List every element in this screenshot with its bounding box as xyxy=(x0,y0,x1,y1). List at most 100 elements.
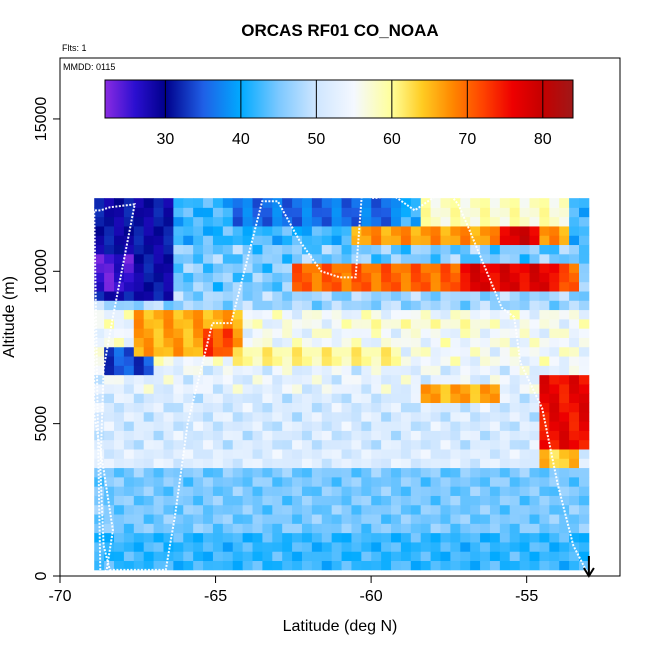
heatmap-cell xyxy=(203,411,214,422)
heatmap-cell xyxy=(410,318,422,329)
heatmap-cell xyxy=(252,318,263,329)
heatmap-cell xyxy=(242,374,253,385)
heatmap-cell xyxy=(381,207,392,218)
heatmap-cell xyxy=(301,411,313,422)
heatmap-cell xyxy=(361,198,372,208)
heatmap-cell xyxy=(262,495,273,506)
heatmap-cell xyxy=(450,384,461,394)
heatmap-cell xyxy=(579,560,590,571)
heatmap-cell xyxy=(153,318,164,329)
heatmap-cell xyxy=(301,235,313,246)
heatmap-cell xyxy=(549,514,560,524)
heatmap-cell xyxy=(123,356,135,366)
heatmap-cell xyxy=(549,542,560,552)
heatmap-cell xyxy=(153,476,164,487)
heatmap-cell xyxy=(529,365,540,376)
heatmap-cell xyxy=(252,542,263,552)
heatmap-cell xyxy=(133,439,145,450)
heatmap-cell xyxy=(114,365,125,376)
heatmap-cell xyxy=(94,542,105,552)
heatmap-cell xyxy=(232,421,244,431)
heatmap-cell xyxy=(361,328,372,338)
heatmap-cell xyxy=(104,244,115,255)
heatmap-cell xyxy=(222,430,234,441)
heatmap-cell xyxy=(480,486,491,496)
heatmap-cell xyxy=(193,439,204,450)
heatmap-cell xyxy=(579,272,590,283)
heatmap-cell xyxy=(371,523,382,534)
heatmap-cell xyxy=(499,328,511,338)
heatmap-cell xyxy=(262,198,273,208)
heatmap-cell xyxy=(489,198,501,208)
heatmap-cell xyxy=(579,226,590,236)
heatmap-cell xyxy=(480,300,491,311)
heatmap-cell xyxy=(489,430,501,441)
heatmap-cell xyxy=(569,207,580,218)
heatmap-cell xyxy=(509,402,521,413)
heatmap-cell xyxy=(391,365,402,376)
heatmap-cell xyxy=(499,356,511,366)
heatmap-cell xyxy=(381,402,392,413)
heatmap-cell xyxy=(410,216,422,227)
heatmap-cell xyxy=(272,393,283,404)
heatmap-cell xyxy=(460,207,471,218)
heatmap-cell xyxy=(173,411,184,422)
heatmap-cell xyxy=(232,272,244,283)
heatmap-cell xyxy=(450,486,461,496)
heatmap-cell xyxy=(143,393,154,404)
heatmap-cell xyxy=(133,198,145,208)
heatmap-cell xyxy=(410,207,422,218)
heatmap-cell xyxy=(569,439,580,450)
heatmap-cell xyxy=(529,309,540,320)
heatmap-cell xyxy=(549,244,560,255)
heatmap-cell xyxy=(341,281,352,292)
heatmap-cell xyxy=(569,430,580,441)
heatmap-cell xyxy=(212,504,224,515)
heatmap-cell xyxy=(331,504,342,515)
heatmap-cell xyxy=(143,542,154,552)
colorbar-tick-label: 30 xyxy=(156,131,174,148)
heatmap-cell xyxy=(361,365,372,376)
heatmap-cell xyxy=(460,542,471,552)
heatmap-cell xyxy=(549,374,560,385)
heatmap-cell xyxy=(163,439,174,450)
heatmap-cell xyxy=(529,421,540,431)
heatmap-cell xyxy=(272,207,283,218)
heatmap-cell xyxy=(460,393,471,404)
heatmap-cell xyxy=(371,207,382,218)
heatmap-cell xyxy=(569,365,580,376)
heatmap-cell xyxy=(222,402,234,413)
heatmap-cell xyxy=(400,411,412,422)
heatmap-cell xyxy=(450,291,461,301)
heatmap-cell xyxy=(123,551,135,562)
heatmap-cell xyxy=(341,253,352,264)
heatmap-cell xyxy=(539,272,550,283)
heatmap-cell xyxy=(440,449,451,459)
heatmap-cell xyxy=(133,253,145,264)
heatmap-cell xyxy=(579,393,590,404)
heatmap-cell xyxy=(222,207,234,218)
heatmap-cell xyxy=(282,281,293,292)
heatmap-cell xyxy=(262,263,273,273)
heatmap-cell xyxy=(381,356,392,366)
heatmap-cell xyxy=(460,476,471,487)
heatmap-cell xyxy=(232,253,244,264)
heatmap-cell xyxy=(311,532,323,543)
heatmap-cell xyxy=(361,495,372,506)
heatmap-cell xyxy=(341,318,352,329)
heatmap-cell xyxy=(499,207,511,218)
heatmap-cell xyxy=(361,439,372,450)
heatmap-cell xyxy=(173,439,184,450)
heatmap-cell xyxy=(252,411,263,422)
heatmap-cell xyxy=(341,263,352,273)
heatmap-cell xyxy=(410,402,422,413)
heatmap-cell xyxy=(371,495,382,506)
heatmap-cell xyxy=(311,495,323,506)
heatmap-cell xyxy=(282,458,293,469)
heatmap-cell xyxy=(222,421,234,431)
heatmap-cell xyxy=(400,244,412,255)
heatmap-cell xyxy=(559,476,570,487)
heatmap-cell xyxy=(440,309,451,320)
heatmap-cell xyxy=(460,458,471,469)
heatmap-cell xyxy=(143,551,154,562)
